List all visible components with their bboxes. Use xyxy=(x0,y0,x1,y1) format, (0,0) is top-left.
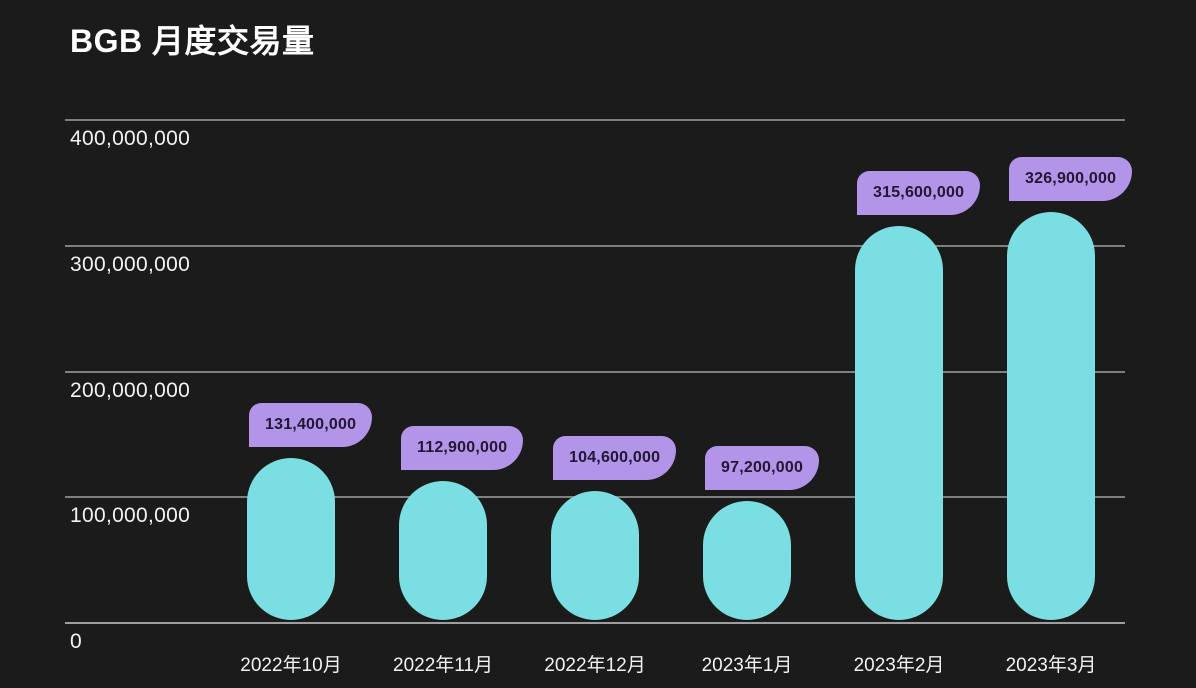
y-tick-label: 100,000,000 xyxy=(70,504,191,528)
gridline xyxy=(65,119,1125,121)
x-tick-label: 2022年10月 xyxy=(240,655,342,676)
x-tick-label: 2022年12月 xyxy=(544,655,646,676)
x-tick-label: 2023年2月 xyxy=(853,655,945,676)
value-badge: 97,200,000 xyxy=(705,445,820,490)
y-tick-label: 300,000,000 xyxy=(70,252,191,276)
value-badge: 104,600,000 xyxy=(553,436,677,481)
value-badge: 112,900,000 xyxy=(401,426,524,471)
volume-bar xyxy=(703,500,791,620)
value-badge: 326,900,000 xyxy=(1009,156,1133,201)
x-tick-label: 2023年1月 xyxy=(701,655,793,676)
y-tick-label: 200,000,000 xyxy=(70,378,191,402)
y-tick-label: 400,000,000 xyxy=(70,127,191,150)
volume-bar xyxy=(855,226,943,620)
value-badge: 131,400,000 xyxy=(249,402,373,447)
value-badge: 315,600,000 xyxy=(857,171,981,216)
x-tick-label: 2022年11月 xyxy=(393,655,493,676)
gridline xyxy=(65,370,1125,373)
gridline xyxy=(65,244,1125,247)
volume-bar xyxy=(247,457,335,620)
volume-bar xyxy=(551,491,639,620)
volume-bar xyxy=(1007,211,1095,620)
volume-bar xyxy=(399,481,487,620)
x-axis-line xyxy=(65,622,1125,624)
x-tick-label: 2023年3月 xyxy=(1005,655,1097,676)
y-tick-label: 0 xyxy=(70,630,82,653)
chart-title: BGB 月度交易量 xyxy=(70,23,315,59)
